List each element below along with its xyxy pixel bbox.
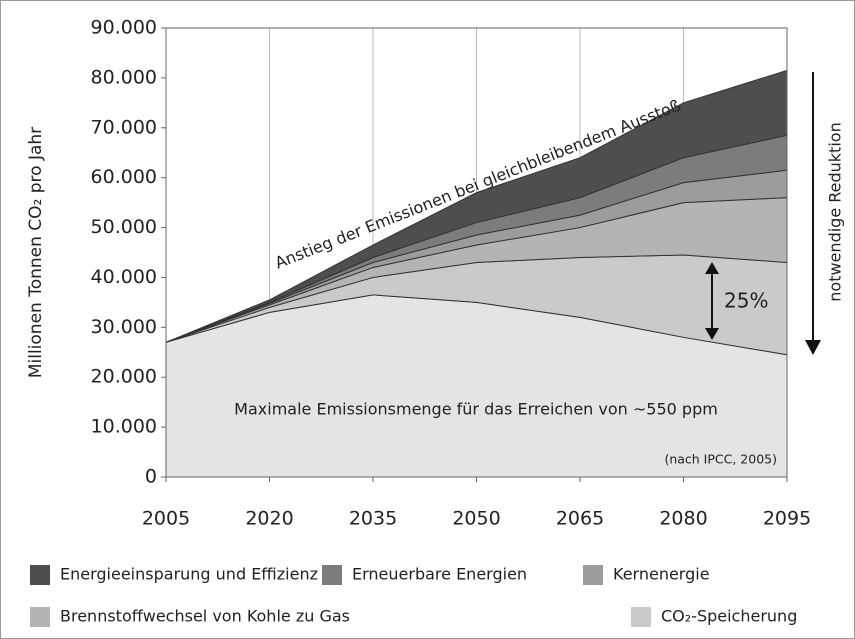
x-tick-label: 2035 [349,508,397,530]
legend-label: Erneuerbare Energien [352,565,527,584]
legend-swatch [30,565,50,585]
x-tick-label: 2080 [659,508,707,530]
x-tick-label: 2050 [452,508,500,530]
legend-swatch [30,607,50,627]
annotation: Maximale Emissionsmenge für das Erreiche… [234,400,718,419]
annotation: (nach IPCC, 2005) [664,452,777,467]
annotation: 25% [724,289,768,313]
x-tick-label: 2020 [245,508,293,530]
y-tick-label: 10.000 [91,416,157,438]
y-tick-label: 40.000 [91,266,157,288]
legend-label: Energieeinsparung und Effizienz [60,565,318,584]
annotation: notwendige Reduktion [826,122,845,301]
y-axis-label: Millionen Tonnen CO₂ pro Jahr [26,127,46,378]
y-tick-label: 90.000 [91,17,157,39]
x-tick-label: 2005 [142,508,190,530]
legend-swatch [322,565,342,585]
y-tick-label: 20.000 [91,366,157,388]
y-tick-label: 60.000 [91,166,157,188]
x-tick-label: 2065 [556,508,604,530]
x-tick-label: 2095 [763,508,811,530]
legend-label: Brennstoffwechsel von Kohle zu Gas [60,607,350,626]
legend-swatch [583,565,603,585]
legend-swatch [631,607,651,627]
y-tick-label: 50.000 [91,216,157,238]
legend-label: CO₂-Speicherung [661,607,797,626]
y-tick-label: 80.000 [91,66,157,88]
y-tick-label: 0 [145,466,157,488]
arrow-head [805,340,821,355]
y-tick-label: 30.000 [91,316,157,338]
legend-label: Kernenergie [613,565,710,584]
y-tick-label: 70.000 [91,116,157,138]
